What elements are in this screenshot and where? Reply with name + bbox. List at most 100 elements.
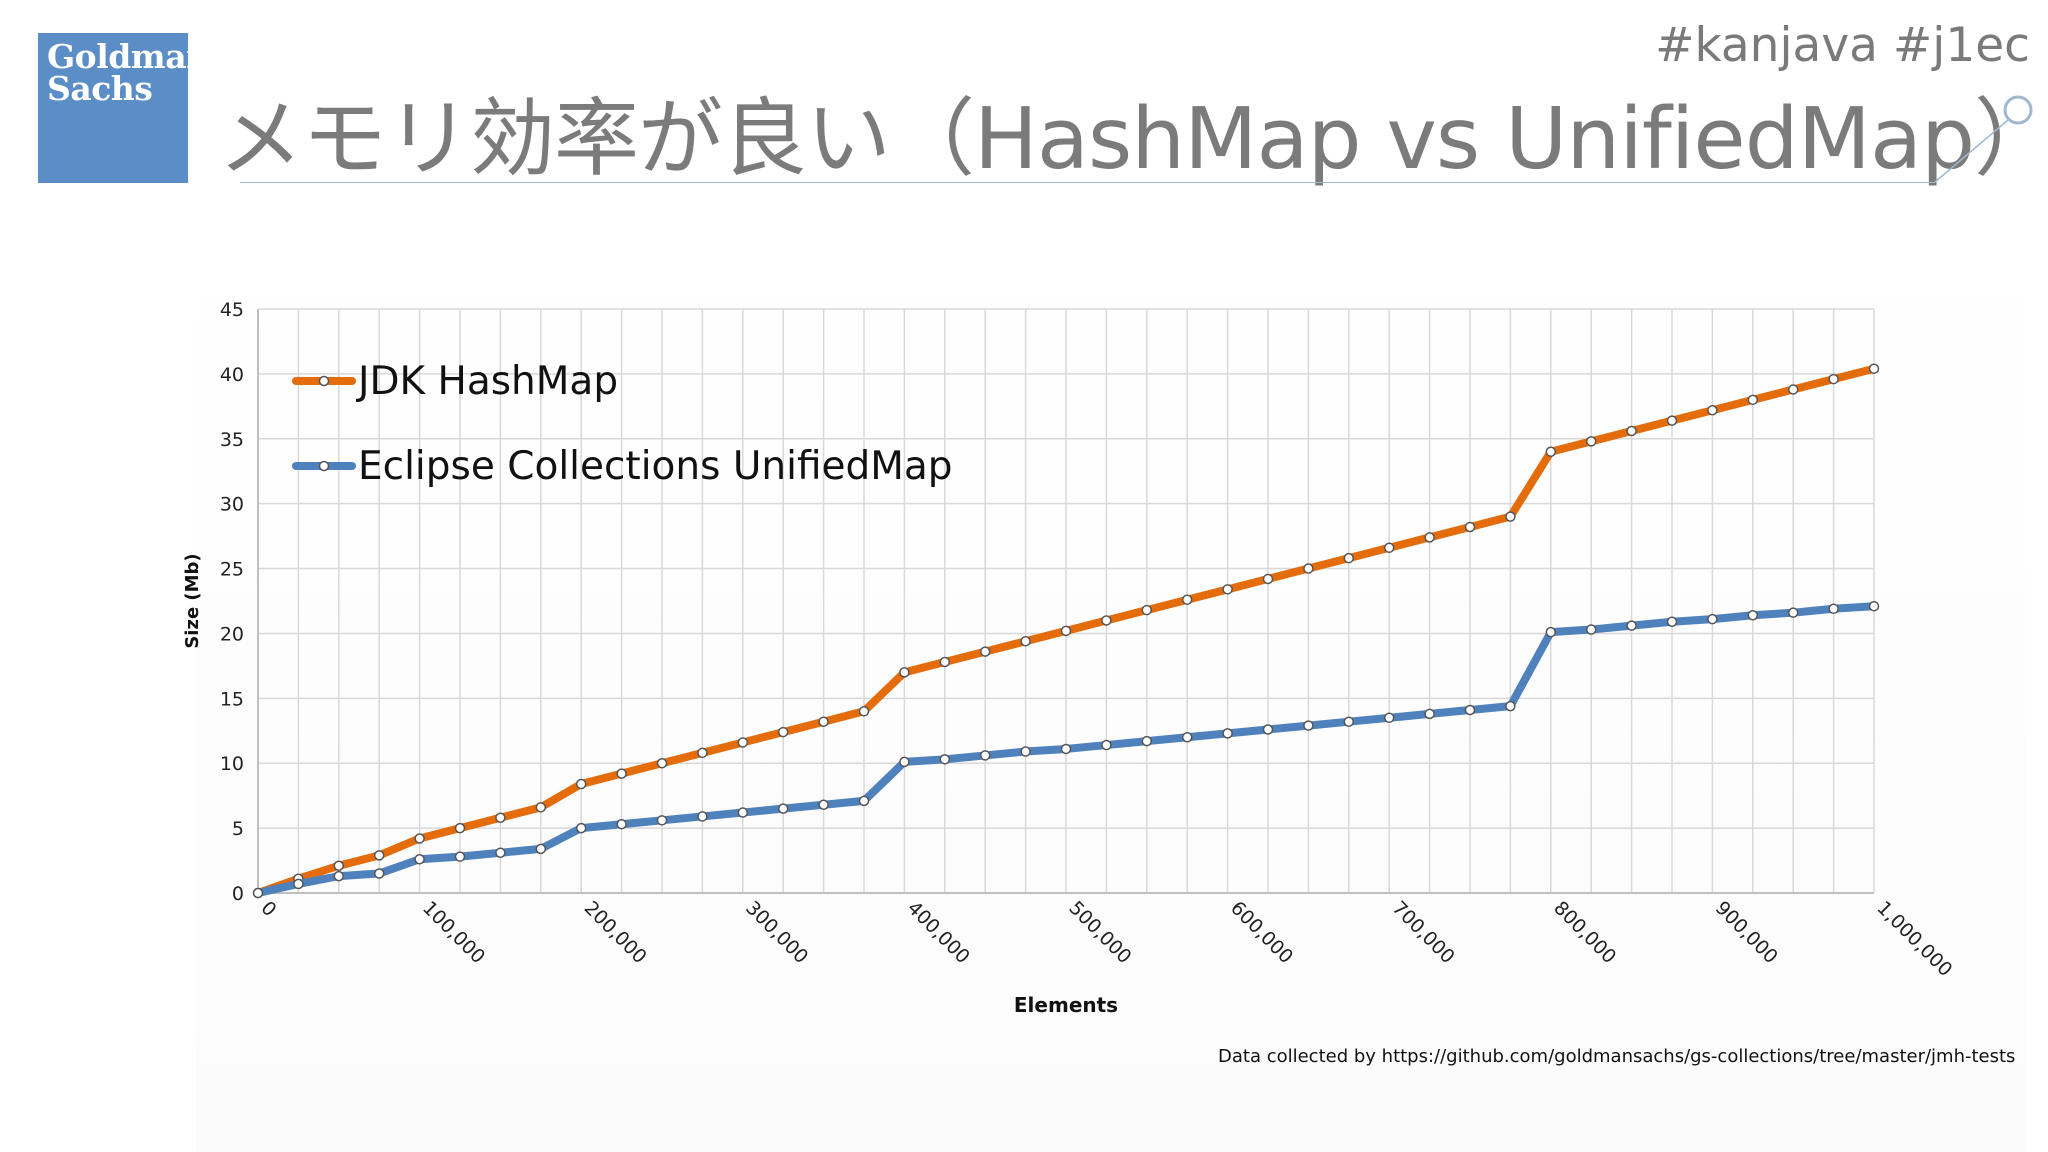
series-jdk-hashmap xyxy=(252,363,1880,899)
data-point xyxy=(1747,394,1759,406)
data-point xyxy=(1585,624,1597,635)
data-point xyxy=(777,726,789,738)
data-point xyxy=(414,854,425,865)
data-point xyxy=(1545,626,1557,638)
data-point xyxy=(1747,610,1759,621)
data-point xyxy=(1464,704,1476,716)
data-point xyxy=(979,750,991,761)
data-point xyxy=(1707,613,1718,625)
legend: JDK HashMap Eclipse Collections UnifiedMa… xyxy=(292,359,953,489)
y-tick-label: 0 xyxy=(232,883,244,905)
x-tick-label: 800,000 xyxy=(1549,897,1620,968)
data-point xyxy=(252,887,264,899)
y-tick-label: 45 xyxy=(220,299,244,321)
data-point xyxy=(697,811,708,822)
data-point xyxy=(1828,603,1839,615)
data-point xyxy=(737,807,749,818)
data-point xyxy=(1020,635,1031,647)
data-point xyxy=(1464,521,1476,533)
data-point xyxy=(333,860,345,871)
data-point xyxy=(1868,600,1880,612)
legend-marker xyxy=(318,375,330,387)
data-point xyxy=(454,822,466,834)
x-axis-title: Elements xyxy=(1014,993,1118,1017)
data-point xyxy=(1181,594,1193,605)
data-point xyxy=(1828,373,1839,385)
hashtags: #kanjava #j1ec xyxy=(1655,18,2030,73)
data-point xyxy=(1424,532,1435,543)
y-tick-label: 40 xyxy=(220,364,244,386)
data-point xyxy=(1262,724,1274,735)
data-point xyxy=(818,716,829,727)
data-point xyxy=(1222,584,1233,595)
data-point xyxy=(1101,615,1112,626)
data-point xyxy=(575,822,587,834)
data-point xyxy=(818,799,829,811)
data-point xyxy=(1222,728,1233,739)
data-point xyxy=(1060,743,1072,755)
data-point xyxy=(939,754,951,765)
goldman-sachs-logo: Goldman Sachs xyxy=(38,33,210,183)
x-tick-label: 600,000 xyxy=(1226,897,1297,968)
data-point xyxy=(1303,563,1314,574)
data-point xyxy=(979,646,991,657)
data-point xyxy=(1141,735,1153,747)
data-point xyxy=(1060,625,1072,637)
data-point xyxy=(1707,404,1718,416)
data-point xyxy=(1505,700,1516,712)
y-tick-label: 35 xyxy=(220,429,244,451)
series-unifiedmap xyxy=(252,600,1880,899)
data-point xyxy=(899,756,910,768)
data-point xyxy=(575,778,587,790)
legend-marker xyxy=(318,460,330,472)
data-point xyxy=(1505,511,1516,522)
data-point xyxy=(535,843,547,855)
data-point xyxy=(858,795,870,807)
data-point xyxy=(1101,739,1112,751)
legend-label: Eclipse Collections UnifiedMap xyxy=(358,444,953,489)
data-point xyxy=(1626,620,1637,631)
x-tick-label: 500,000 xyxy=(1064,897,1135,968)
data-point xyxy=(939,656,951,668)
data-point xyxy=(777,803,789,814)
x-tick-label: 300,000 xyxy=(741,897,812,968)
data-point xyxy=(1585,436,1597,447)
data-point xyxy=(858,706,870,717)
y-tick-label: 5 xyxy=(232,818,244,840)
slide-title: メモリ効率が良い（HashMap vs UnifiedMap） xyxy=(218,90,2048,189)
data-point xyxy=(373,868,385,879)
data-point xyxy=(1383,712,1395,724)
data-point xyxy=(656,815,668,826)
data-point xyxy=(1262,573,1274,585)
data-point xyxy=(697,747,708,759)
data-point xyxy=(1424,708,1435,720)
x-tick-label: 700,000 xyxy=(1388,897,1459,968)
y-tick-label: 10 xyxy=(220,753,244,775)
data-point xyxy=(737,737,749,748)
data-point xyxy=(1666,616,1678,628)
data-point xyxy=(293,878,304,890)
data-point xyxy=(1666,415,1678,426)
data-source-note: Data collected by https://github.com/gol… xyxy=(1218,1046,2016,1067)
data-point xyxy=(1343,552,1355,564)
data-point xyxy=(1626,425,1637,437)
data-point xyxy=(1787,607,1799,618)
logo-line-1: Goldman xyxy=(47,37,210,76)
data-point xyxy=(495,847,506,859)
data-point xyxy=(899,667,910,678)
data-point xyxy=(1787,384,1799,395)
data-point xyxy=(414,833,425,844)
data-point xyxy=(1303,720,1314,731)
x-tick-label: 400,000 xyxy=(903,897,974,968)
y-tick-label: 15 xyxy=(220,688,244,710)
x-tick-label: 900,000 xyxy=(1711,897,1782,968)
legend-label: JDK HashMap xyxy=(355,359,618,404)
x-tick-label: 100,000 xyxy=(418,897,489,968)
data-point xyxy=(1181,732,1193,743)
data-point xyxy=(1141,604,1153,616)
y-tick-label: 25 xyxy=(220,559,244,581)
data-point xyxy=(1383,542,1395,554)
data-point xyxy=(495,812,506,823)
y-axis-title: Size (Mb) xyxy=(182,553,203,648)
